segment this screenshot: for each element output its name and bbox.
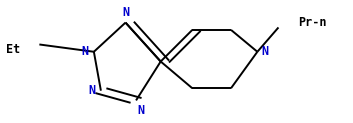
Text: N: N xyxy=(262,45,269,58)
Text: Pr-n: Pr-n xyxy=(298,16,326,29)
Text: N: N xyxy=(89,84,96,97)
Text: N: N xyxy=(122,6,129,19)
Text: N: N xyxy=(138,104,145,117)
Text: Et: Et xyxy=(6,43,20,56)
Text: N: N xyxy=(82,45,89,58)
